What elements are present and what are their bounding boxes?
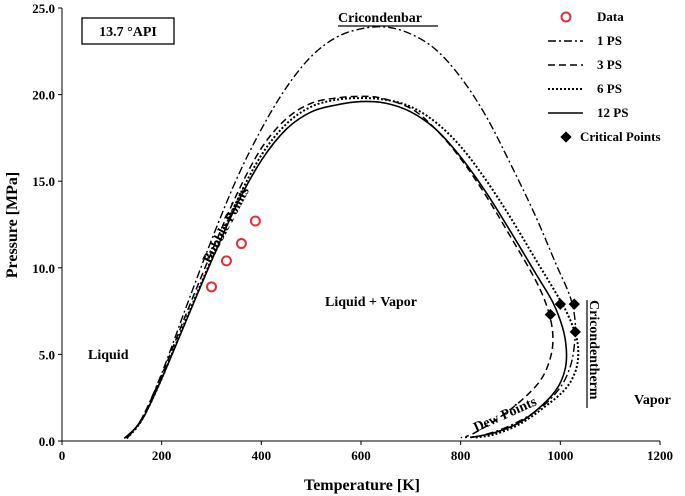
legend-12ps-label: 12 PS (597, 105, 628, 120)
critical-point (569, 326, 581, 338)
y-tick-label: 5.0 (39, 347, 55, 362)
tick-group: 0 200 400 600 800 1000 1200 0.0 5.0 10.0 15.0 20.0 2… (32, 1, 673, 463)
legend-data-label: Data (597, 9, 624, 24)
data-point (249, 215, 261, 227)
x-tick-label: 800 (451, 448, 471, 463)
cricondenbar-label: Cricondenbar (338, 11, 422, 26)
bubble-points-label: Bubble Points (200, 185, 253, 266)
api-label: 13.7 °API (99, 25, 157, 40)
y-tick-label: 20.0 (32, 88, 55, 103)
cricondentherm-label: Cricondentherm (586, 300, 601, 400)
region-liquid: Liquid (88, 348, 129, 363)
y-tick-label: 10.0 (32, 261, 55, 276)
critical-point (544, 308, 557, 321)
y-tick-label: 0.0 (39, 434, 55, 449)
legend-critical-label: Critical Points (580, 129, 661, 144)
series-line-12-ps (123, 100, 568, 439)
series-line-6-ps (126, 97, 580, 440)
data-point (220, 255, 232, 267)
x-axis-title: Temperature [K] (304, 477, 420, 494)
x-tick-label: 1200 (647, 448, 673, 463)
x-tick-label: 1000 (547, 448, 573, 463)
x-tick-label: 400 (252, 448, 272, 463)
legend-3ps-label: 3 PS (597, 57, 622, 72)
legend: Data 1 PS 3 PS 6 PS 12 PS Critical Point… (548, 9, 661, 144)
legend-6ps-label: 6 PS (597, 81, 622, 96)
legend-1ps-label: 1 PS (597, 33, 622, 48)
series-lines (123, 26, 580, 440)
series-line-3-ps (126, 95, 554, 439)
y-axis-title: Pressure [MPa] (4, 172, 21, 278)
x-tick-label: 600 (351, 448, 371, 463)
x-tick-label: 200 (152, 448, 172, 463)
marker-group (206, 215, 581, 338)
series-line-1-ps (126, 26, 577, 439)
legend-critical-marker (560, 131, 572, 143)
api-box (81, 17, 175, 45)
region-two-phase: Liquid + Vapor (325, 295, 417, 310)
y-tick-label: 15.0 (32, 174, 55, 189)
data-point (235, 238, 247, 250)
region-vapor: Vapor (634, 393, 671, 408)
x-tick-label: 0 (59, 448, 66, 463)
legend-data-marker (560, 11, 572, 23)
critical-point (568, 298, 580, 310)
critical-point (554, 298, 566, 310)
data-point (206, 281, 217, 293)
y-tick-label: 25.0 (32, 1, 55, 16)
